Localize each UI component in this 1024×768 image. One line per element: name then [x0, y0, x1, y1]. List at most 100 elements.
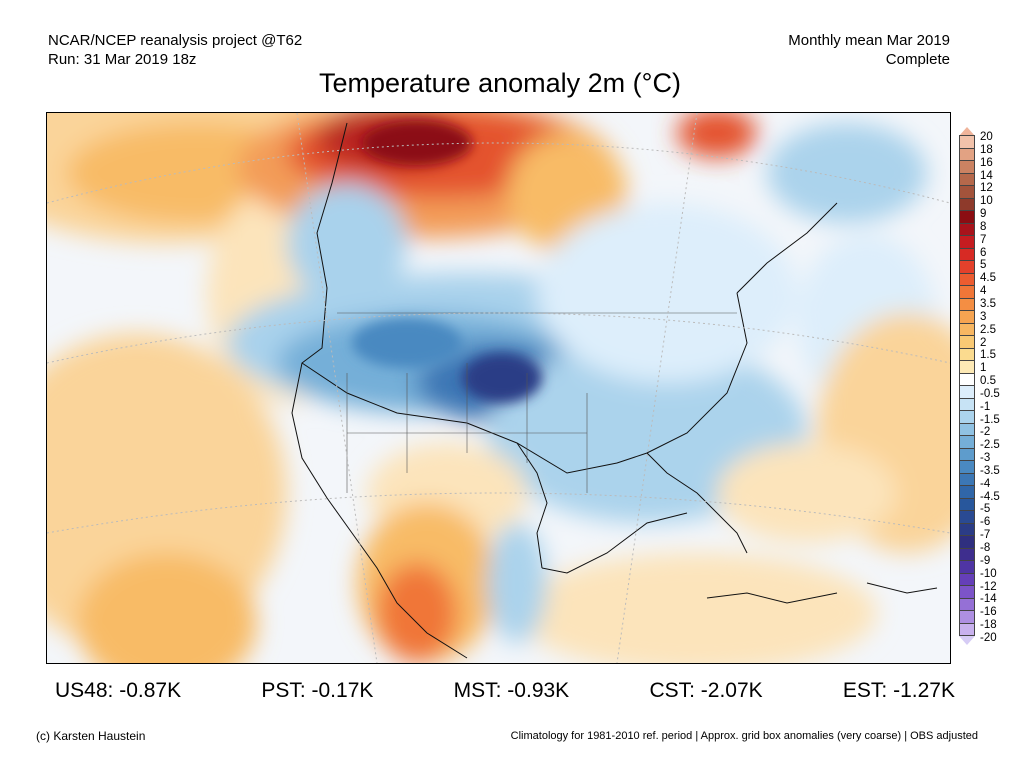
legend-swatch [959, 622, 975, 636]
legend-label: -0.5 [980, 387, 1000, 400]
legend-label: -7 [980, 529, 991, 542]
region-us48: US48: -0.87K [55, 679, 182, 702]
scale-max-arrow-icon [959, 127, 975, 136]
legend-swatch [959, 447, 975, 460]
legend-label: 7 [980, 233, 987, 246]
legend-swatch [959, 460, 975, 473]
legend-label: -2.5 [980, 439, 1000, 452]
legend-label: -9 [980, 554, 991, 567]
legend-swatch [959, 472, 975, 485]
map-title: Temperature anomaly 2m (°C) [319, 68, 681, 98]
legend-swatch [959, 322, 975, 335]
scale-min-arrow-icon [959, 636, 975, 645]
legend-swatch [959, 485, 975, 498]
anomaly-core [352, 121, 542, 403]
region-mst: MST: -0.93K [453, 679, 570, 702]
legend-swatch [959, 597, 975, 610]
legend-label: -5 [980, 503, 991, 516]
climatology-note: Climatology for 1981-2010 ref. period | … [510, 730, 978, 742]
legend-swatch [959, 347, 975, 360]
legend-label: 16 [980, 156, 993, 169]
legend-label: -16 [980, 606, 997, 619]
region-pst: PST: -0.17K [261, 679, 374, 702]
status-label: Complete [885, 51, 950, 68]
legend-swatch [959, 422, 975, 435]
legend-label: 0.5 [980, 375, 996, 388]
legend-swatch [959, 147, 975, 160]
legend-label: 1.5 [980, 349, 996, 362]
color-scale-labels: 20 18 16 14 12 10 9 8 7 6 5 4.5 4 3.5 3 2.5 2 1.5 1 0.5 -0.5… [980, 131, 1000, 645]
anomaly-map-canvas [47, 113, 950, 663]
regional-anomalies: US48: -0.87K PST: -0.17K MST: -0.93K CST… [55, 679, 955, 703]
legend-label: -4 [980, 477, 991, 490]
legend-swatch [959, 210, 975, 223]
legend-swatch [959, 297, 975, 310]
legend-swatch [959, 285, 975, 298]
legend-label: -14 [980, 593, 997, 606]
legend-swatch [959, 372, 975, 385]
legend-label: 2 [980, 336, 987, 349]
legend-label: 8 [980, 220, 987, 233]
period-info: Monthly mean Mar 2019 Complete [788, 31, 950, 69]
color-scale [959, 127, 975, 645]
legend-swatch [959, 235, 975, 248]
legend-label: -3.5 [980, 464, 1000, 477]
state-borders [337, 312, 737, 493]
legend-label: 1 [980, 362, 987, 375]
run-info: NCAR/NCEP reanalysis project @T62 Run: 3… [48, 31, 302, 69]
region-est: EST: -1.27K [842, 679, 955, 702]
legend-label: -10 [980, 567, 997, 580]
legend-swatch [959, 197, 975, 210]
coastlines [291, 122, 938, 659]
legend-swatch [959, 522, 975, 535]
run-time-label: Run: 31 Mar 2019 18z [48, 51, 197, 68]
legend-label: -8 [980, 542, 991, 554]
legend-swatch [959, 585, 975, 598]
legend-label: 4.5 [980, 272, 996, 285]
copyright: (c) Karsten Haustein [36, 729, 146, 743]
legend-label: 18 [980, 143, 993, 156]
legend-label: -4.5 [980, 490, 1000, 503]
legend-label: 14 [980, 169, 993, 182]
legend-swatch [959, 222, 975, 235]
legend-swatch [959, 535, 975, 548]
legend-label: 3 [980, 310, 987, 323]
legend-swatch [959, 397, 975, 410]
legend-label: -12 [980, 580, 997, 593]
color-scale-cells [959, 135, 975, 636]
legend-label: -20 [980, 631, 997, 644]
legend-swatch [959, 410, 975, 423]
source-label: NCAR/NCEP reanalysis project @T62 [48, 32, 303, 49]
legend-label: -6 [980, 516, 991, 529]
legend-label: 5 [980, 259, 987, 272]
legend-label: 20 [980, 131, 993, 143]
legend-label: 9 [980, 208, 987, 221]
anomaly-map [46, 112, 951, 664]
graticule [47, 113, 950, 663]
legend-swatch [959, 160, 975, 173]
legend-label: -2 [980, 426, 991, 439]
legend-swatch [959, 247, 975, 260]
legend-swatch [959, 610, 975, 623]
legend-swatch [959, 335, 975, 348]
legend-label: 3.5 [980, 297, 996, 310]
legend-swatch [959, 547, 975, 560]
period-label: Monthly mean Mar 2019 [788, 32, 950, 49]
legend-swatch [959, 360, 975, 373]
legend-label: 2.5 [980, 323, 996, 336]
legend-swatch [959, 560, 975, 573]
legend-swatch [959, 497, 975, 510]
legend-label: -18 [980, 619, 997, 632]
legend-label: -1.5 [980, 413, 1000, 426]
legend-swatch [959, 572, 975, 585]
legend-swatch [959, 135, 975, 148]
legend-swatch [959, 272, 975, 285]
legend-label: 12 [980, 182, 993, 195]
legend-swatch [959, 385, 975, 398]
legend-label: -3 [980, 452, 991, 465]
legend-label: 6 [980, 246, 987, 259]
legend-label: -1 [980, 400, 991, 413]
legend-label: 4 [980, 285, 987, 298]
region-cst: CST: -2.07K [649, 679, 763, 702]
legend-swatch [959, 260, 975, 273]
